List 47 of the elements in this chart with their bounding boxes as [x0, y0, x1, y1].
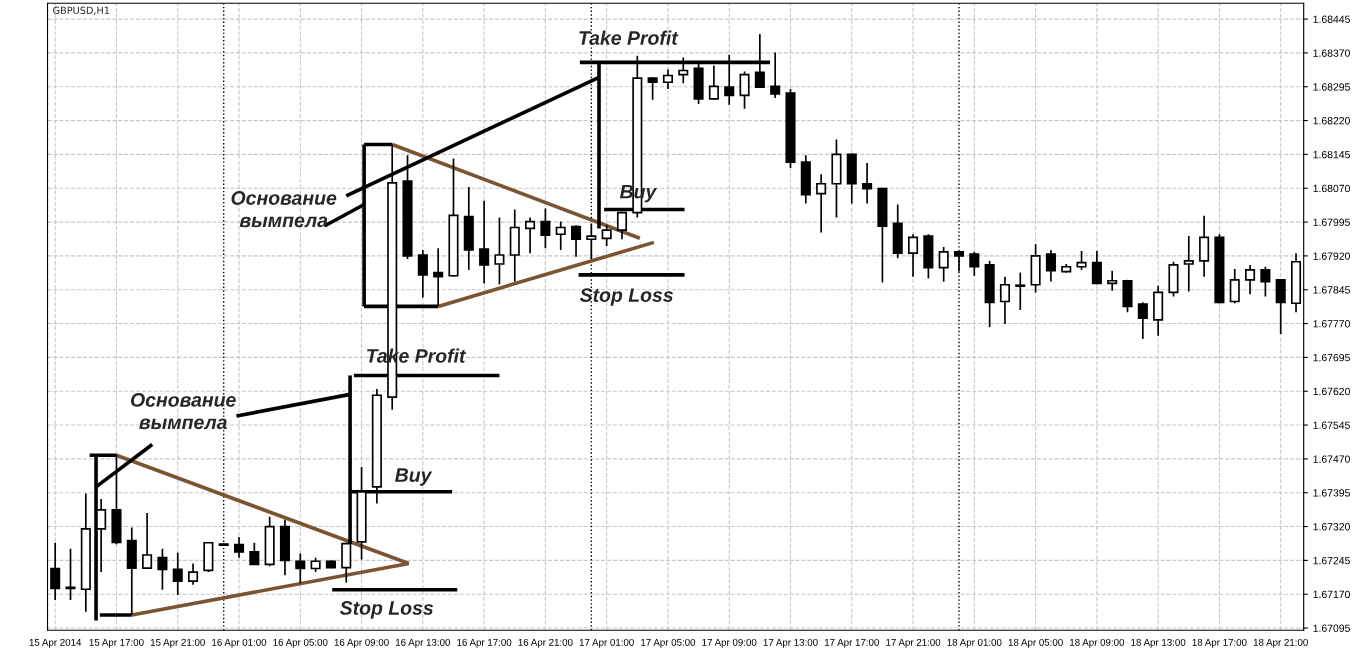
y-tick-label: 1.67920 — [1313, 252, 1350, 260]
x-tick-label: 18 Apr 01:00 — [947, 638, 1002, 648]
y-tick-label: 1.67995 — [1313, 218, 1350, 226]
x-tick-label: 17 Apr 13:00 — [763, 638, 818, 648]
x-tick-label: 16 Apr 21:00 — [518, 638, 573, 648]
annotation: Основание вымпела — [131, 393, 236, 430]
y-tick-label: 1.67845 — [1313, 286, 1350, 294]
y-tick-label: 1.68145 — [1313, 150, 1350, 159]
y-tick-label: 1.67395 — [1313, 489, 1350, 497]
x-tick-label: 15 Apr 2014 — [29, 638, 82, 648]
y-tick-label: 1.67095 — [1313, 624, 1350, 632]
annotation: Stop Loss — [339, 601, 434, 619]
y-tick-label: 1.67320 — [1313, 523, 1350, 531]
x-tick-label: 16 Apr 13:00 — [396, 638, 451, 648]
x-tick-label: 18 Apr 17:00 — [1192, 638, 1247, 648]
annotation: Take Profit — [579, 30, 679, 45]
x-tick-label: 17 Apr 09:00 — [702, 638, 757, 648]
x-tick-label: 17 Apr 17:00 — [824, 638, 879, 648]
y-tick-label: 1.68445 — [1313, 15, 1350, 23]
x-tick-label: 18 Apr 21:00 — [1253, 638, 1308, 648]
x-tick-label: 16 Apr 09:00 — [334, 638, 389, 648]
x-tick-label: 17 Apr 01:00 — [579, 638, 634, 648]
x-tick-label: 16 Apr 17:00 — [457, 638, 512, 648]
x-tick-label: 15 Apr 21:00 — [150, 638, 205, 648]
x-tick-label: 17 Apr 21:00 — [886, 638, 941, 648]
annotation: Buy — [395, 468, 433, 486]
x-tick-label: 18 Apr 09:00 — [1070, 638, 1125, 648]
x-tick-label: 18 Apr 13:00 — [1131, 638, 1186, 648]
y-tick-label: 1.68370 — [1313, 49, 1350, 57]
annotation: Stop Loss — [579, 288, 673, 306]
y-tick-label: 1.67545 — [1313, 421, 1350, 429]
x-tick-label: 16 Apr 01:00 — [212, 638, 267, 648]
y-tick-label: 1.67470 — [1313, 455, 1350, 463]
y-tick-label: 1.68070 — [1313, 184, 1350, 193]
y-tick-label: 1.67620 — [1313, 387, 1350, 396]
y-tick-label: 1.67695 — [1313, 353, 1350, 362]
annotation: Основание вымпела — [231, 191, 337, 228]
y-tick-label: 1.68295 — [1313, 83, 1350, 91]
x-tick-label: 15 Apr 17:00 — [89, 638, 144, 648]
y-tick-label: 1.67170 — [1313, 590, 1350, 599]
y-tick-label: 1.68220 — [1313, 117, 1350, 125]
chart-title: GBPUSD,H1 — [53, 6, 110, 15]
y-tick-label: 1.67245 — [1313, 556, 1350, 565]
x-tick-label: 18 Apr 05:00 — [1008, 638, 1063, 648]
y-tick-label: 1.67770 — [1313, 320, 1350, 328]
x-tick-label: 16 Apr 05:00 — [273, 638, 328, 648]
x-tick-label: 17 Apr 05:00 — [641, 638, 696, 648]
